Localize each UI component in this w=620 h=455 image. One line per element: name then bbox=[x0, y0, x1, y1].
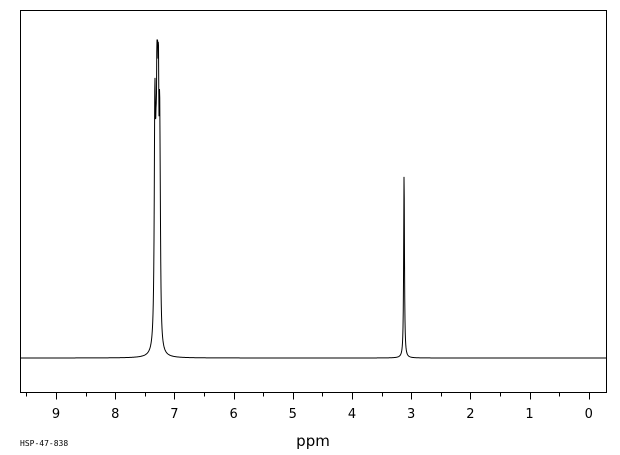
tick-label-9: 9 bbox=[52, 407, 60, 422]
x-axis-title: ppm bbox=[296, 432, 330, 450]
spectrum-trace bbox=[21, 39, 606, 359]
plot-frame bbox=[20, 10, 607, 393]
tick-label-3: 3 bbox=[407, 407, 415, 422]
tick-label-8: 8 bbox=[111, 407, 119, 422]
x-axis-tick-labels: 9 8 7 6 5 4 3 2 1 0 bbox=[52, 407, 593, 422]
x-axis-ticks bbox=[26, 392, 590, 400]
tick-label-5: 5 bbox=[289, 407, 297, 422]
tick-label-7: 7 bbox=[170, 407, 178, 422]
tick-label-4: 4 bbox=[348, 407, 356, 422]
sample-id-label: HSP-47-838 bbox=[20, 439, 68, 448]
tick-label-1: 1 bbox=[525, 407, 533, 422]
tick-label-6: 6 bbox=[229, 407, 237, 422]
tick-label-2: 2 bbox=[466, 407, 474, 422]
tick-label-0: 0 bbox=[585, 407, 593, 422]
